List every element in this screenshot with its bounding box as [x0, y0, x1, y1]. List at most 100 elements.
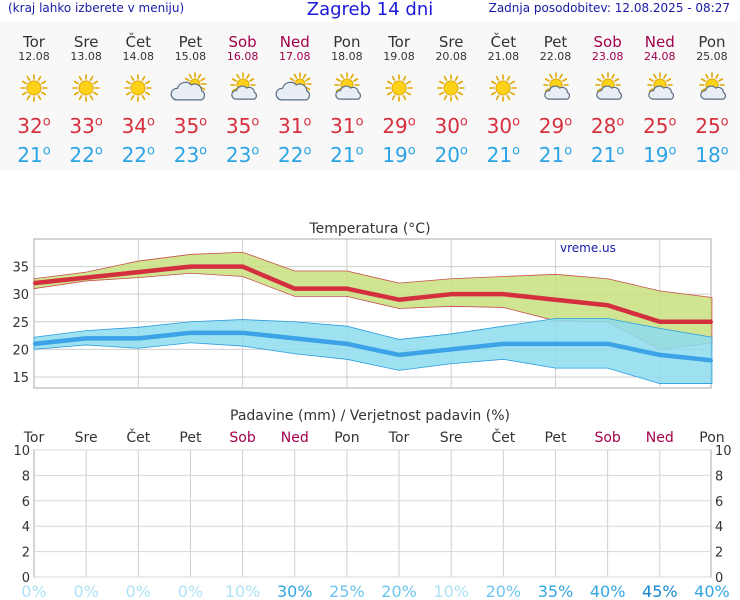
day-name: Sob [228, 33, 257, 51]
max-temperature-line-point [84, 276, 88, 279]
y-tick-label-right: 0 [715, 571, 723, 586]
day-date: 14.08 [122, 50, 155, 63]
day-column: Sre 13.08 33o 22o [60, 22, 112, 167]
min-temperature: 22o [69, 143, 103, 167]
sun-icon [72, 74, 100, 102]
precip-probability-label: 45% [642, 582, 678, 600]
x-tick-label: Pon [699, 430, 724, 446]
min-temperature-line-point [502, 342, 505, 346]
min-temperature: 22o [278, 143, 312, 167]
day-name: Pet [178, 33, 203, 51]
day-date: 20.08 [435, 50, 467, 63]
chart-title: Temperatura (°C) [308, 221, 430, 237]
day-column: Sob 23.08 28o 21o [582, 22, 634, 167]
max-temperature-line-point [502, 292, 505, 296]
y-tick-label: 10 [13, 444, 30, 459]
x-tick-label: Sre [440, 430, 463, 446]
precip-probability-label: 0% [21, 582, 46, 600]
min-temperature-line-point [241, 331, 244, 335]
max-temperature: 35o [173, 114, 208, 138]
max-temperature: 31o [330, 114, 364, 138]
min-temperature-line [33, 330, 713, 363]
precip-probability-label: 25% [329, 582, 365, 600]
min-temperature-line-point [345, 342, 349, 346]
x-tick-label: Čet [126, 428, 150, 446]
max-temperature: 29o [382, 114, 416, 138]
chart-title: Padavine (mm) / Verjetnost padavin (%) [230, 408, 510, 424]
day-name: Pet [543, 33, 568, 51]
day-name: Tor [23, 33, 45, 51]
precipitation-chart: Padavine (mm) / Verjetnost padavin (%) To… [13, 408, 731, 600]
sun-icon [20, 74, 48, 102]
max-temperature-line-point [450, 292, 453, 296]
y-tick-label: 0 [22, 571, 30, 586]
day-date: 15.08 [174, 50, 207, 63]
day-name: Sre [438, 33, 464, 51]
min-temperature: 23o [225, 143, 260, 167]
max-temperature-line-point [32, 281, 36, 285]
x-tick-label: Ned [646, 430, 674, 446]
day-name: Pon [333, 33, 361, 51]
y-tick-label-right: 2 [715, 546, 723, 561]
x-tick-label: Sob [594, 430, 620, 446]
min-temperature-line-point [189, 331, 192, 335]
day-date: 18.08 [331, 50, 363, 63]
max-temperature-line-point [241, 265, 244, 268]
y-tick-label: 20 [12, 343, 29, 358]
x-tick-label: Tor [23, 430, 45, 446]
partly-cloudy-icon [594, 72, 622, 100]
watermark: vreme.us [560, 241, 616, 255]
max-temperature-line-point [710, 320, 714, 323]
max-temperature: 32o [17, 114, 51, 138]
sun-icon [124, 74, 153, 102]
min-temperature: 21o [486, 143, 521, 167]
max-temperature-line-point [658, 320, 661, 323]
day-column: Ned 24.08 25o 19o [634, 22, 686, 167]
last-updated: Zadnja posodobitev: 12.08.2025 - 08:27 [488, 1, 730, 15]
max-temperature: 28o [590, 114, 625, 138]
x-tick-label: Sre [75, 430, 98, 446]
plot-area [33, 449, 712, 578]
x-tick-label: Pon [334, 430, 359, 446]
min-temperature-line-point [84, 337, 88, 340]
day-column: Sob 16.08 35o 23o [217, 22, 269, 167]
day-date: 17.08 [279, 50, 311, 63]
y-tick-label-right: 8 [715, 469, 723, 484]
day-column: Pet 15.08 35o 23o [164, 22, 216, 167]
precip-probability-label: 10% [225, 582, 261, 600]
x-tick-label: Pet [544, 430, 567, 446]
min-temperature-line-point [554, 342, 557, 346]
partly-cloudy-icon [334, 72, 361, 100]
day-column: Pet 22.08 29o 21o [530, 22, 582, 167]
cloud-sun-icon [275, 72, 312, 101]
max-temperature-line-point [397, 298, 401, 301]
x-tick-label: Sob [229, 430, 255, 446]
min-temperature-line-point [658, 353, 661, 357]
min-temperature: 20o [434, 143, 468, 167]
max-temperature-line-point [606, 304, 609, 307]
day-name: Sob [593, 33, 622, 51]
max-temperature: 33o [69, 114, 103, 138]
day-date: 25.08 [696, 50, 728, 63]
x-tick-label: Ned [281, 430, 309, 446]
day-column: Sre 20.08 30o 20o [425, 22, 477, 167]
max-temperature-line-point [189, 265, 192, 268]
sun-icon [489, 74, 518, 102]
min-temperature-line-point [32, 342, 36, 346]
day-column: Tor 19.08 29o 19o [373, 22, 425, 167]
y-tick-label: 15 [12, 371, 29, 386]
daily-forecast-strip: Tor 12.08 32o 21o Sre 13.08 33o 22o Čet 14.08 34o 2… [0, 22, 740, 170]
sun-icon [385, 74, 413, 102]
min-temperature: 21o [17, 143, 51, 167]
temperature-chart: 15 20 25 30 35 Temperatura (°C) vreme.us [12, 221, 714, 389]
max-temperature-line-point [554, 298, 557, 301]
x-tick-label: Tor [388, 430, 410, 446]
day-column: Ned 17.08 31o 22o [269, 22, 321, 167]
day-date: 23.08 [591, 50, 624, 63]
precip-probability-label: 20% [486, 582, 522, 600]
day-name: Tor [388, 33, 411, 51]
min-temperature-line-point [450, 348, 453, 351]
precip-probability-label: 0% [126, 582, 151, 600]
min-temperature: 21o [590, 143, 625, 167]
day-name: Čet [125, 33, 152, 51]
